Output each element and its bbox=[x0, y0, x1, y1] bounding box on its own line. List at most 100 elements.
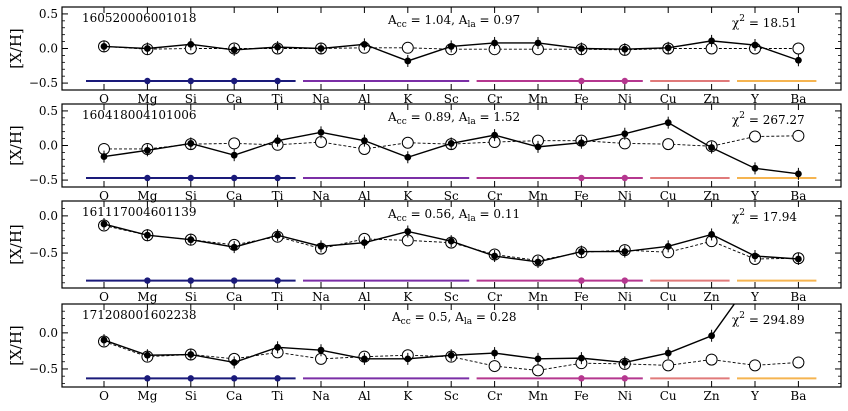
model-point-y bbox=[749, 130, 761, 143]
element-label-mg: Mg bbox=[137, 389, 157, 403]
observed-point-zn bbox=[708, 37, 715, 45]
annotation-ala-value: = 0.97 bbox=[476, 13, 520, 27]
element-label-al: Al bbox=[357, 92, 371, 106]
group-dot-ti bbox=[274, 174, 281, 182]
element-label-fe: Fe bbox=[574, 290, 589, 304]
model-point-k bbox=[401, 41, 414, 54]
element-label-al: Al bbox=[357, 290, 371, 304]
model-point-cu bbox=[662, 138, 675, 151]
element-label-zn: Zn bbox=[704, 189, 720, 203]
element-label-cr: Cr bbox=[487, 92, 502, 106]
observed-point-na bbox=[317, 45, 325, 52]
element-label-si: Si bbox=[185, 389, 197, 403]
element-label-al: Al bbox=[357, 189, 371, 203]
observed-point-y bbox=[751, 41, 759, 49]
observed-point-ba bbox=[795, 255, 802, 263]
element-label-sc: Sc bbox=[444, 389, 459, 403]
chi-chi-sup: 2 bbox=[739, 208, 745, 218]
y-axis-label: [X/H] bbox=[7, 125, 25, 166]
observed-point-ti bbox=[274, 43, 281, 51]
observed-point-mn bbox=[534, 258, 542, 266]
observed-point-cu bbox=[664, 119, 672, 127]
model-line bbox=[104, 135, 799, 150]
element-label-mn: Mn bbox=[528, 92, 548, 106]
y-axis-label: [X/H] bbox=[7, 28, 25, 69]
element-label-mn: Mn bbox=[528, 290, 548, 304]
annotation-acc-sub: cc bbox=[397, 214, 407, 224]
annotation-acc-label: A bbox=[391, 310, 401, 324]
chi-squared: χ2 = 17.94 bbox=[732, 208, 797, 224]
chi-chi-value: = 17.94 bbox=[745, 210, 797, 224]
observed-point-ni bbox=[621, 359, 629, 366]
element-label-cr: Cr bbox=[487, 290, 502, 304]
group-dot-ca bbox=[231, 77, 238, 85]
model-point-ba bbox=[792, 356, 805, 369]
chi-chi-prefix: χ bbox=[732, 313, 740, 327]
observed-point-mg bbox=[144, 231, 151, 239]
element-label-fe: Fe bbox=[574, 189, 589, 203]
observed-point-sc bbox=[447, 43, 455, 50]
observed-point-al bbox=[361, 239, 368, 247]
group-dot-ti bbox=[274, 77, 281, 85]
element-label-o: O bbox=[99, 290, 109, 304]
element-label-y: Y bbox=[750, 92, 760, 106]
observed-point-si bbox=[187, 351, 195, 358]
panel-2: −0.5 0.0 O Mg Si Ca Ti Na Al K Sc Cr Mn Fe Ni Cu Zn Y Ba [X… bbox=[7, 200, 842, 304]
group-dot-mg bbox=[144, 375, 151, 382]
observed-line bbox=[103, 304, 736, 364]
element-label-o: O bbox=[99, 92, 109, 106]
group-dot-si bbox=[187, 174, 194, 182]
model-point-zn bbox=[705, 353, 718, 366]
chi-chi-value: = 294.89 bbox=[745, 313, 805, 327]
annotation-acc-sub: cc bbox=[397, 20, 407, 30]
annotation-ala-label: A bbox=[454, 310, 464, 324]
element-label-si: Si bbox=[185, 290, 197, 304]
observed-point-mn bbox=[534, 355, 542, 363]
annotation-acc-value: = 0.56, bbox=[407, 207, 459, 221]
observed-point-y bbox=[751, 252, 759, 260]
model-point-ca bbox=[228, 137, 241, 150]
annotation-acc-label: A bbox=[387, 207, 397, 221]
chi-chi-prefix: χ bbox=[732, 210, 740, 224]
observed-point-al bbox=[361, 355, 368, 363]
element-label-sc: Sc bbox=[444, 92, 459, 106]
observed-point-na bbox=[317, 242, 325, 250]
element-label-ca: Ca bbox=[226, 189, 242, 203]
observed-point-ca bbox=[230, 151, 238, 159]
element-label-ti: Ti bbox=[272, 389, 284, 403]
annotation-ala-value: = 0.28 bbox=[472, 310, 516, 324]
observed-point-ti bbox=[274, 137, 281, 145]
group-dot-ca bbox=[231, 277, 238, 284]
star-id: 160520006001018 bbox=[82, 11, 197, 25]
annotation-acc-sub: cc bbox=[397, 117, 407, 127]
observed-point-zn bbox=[708, 144, 715, 151]
element-label-k: K bbox=[403, 189, 413, 203]
group-dot-fe bbox=[578, 375, 585, 382]
element-label-ba: Ba bbox=[790, 389, 806, 403]
element-label-sc: Sc bbox=[444, 290, 459, 304]
element-label-ni: Ni bbox=[618, 389, 633, 403]
chi-chi-sup: 2 bbox=[739, 111, 745, 121]
chi-chi-sup: 2 bbox=[739, 14, 745, 24]
element-label-si: Si bbox=[185, 189, 197, 203]
observed-point-mg bbox=[144, 351, 151, 359]
element-label-cu: Cu bbox=[660, 92, 677, 106]
group-dot-fe bbox=[578, 77, 585, 85]
group-dot-fe bbox=[578, 277, 585, 284]
observed-point-cr bbox=[491, 131, 498, 139]
element-label-fe: Fe bbox=[574, 389, 589, 403]
element-label-cu: Cu bbox=[660, 290, 677, 304]
observed-point-cu bbox=[664, 349, 672, 357]
observed-point-cu bbox=[664, 44, 672, 52]
observed-point-fe bbox=[578, 139, 585, 147]
element-label-ba: Ba bbox=[790, 290, 806, 304]
annotation-ala-value: = 1.52 bbox=[476, 110, 520, 124]
observed-point-cr bbox=[491, 349, 498, 357]
observed-point-si bbox=[187, 140, 195, 147]
y-tick-label: −0.5 bbox=[29, 362, 58, 376]
element-label-mg: Mg bbox=[137, 189, 157, 203]
y-tick-label: 0.0 bbox=[39, 139, 58, 153]
observed-point-mg bbox=[144, 146, 151, 154]
observed-point-cu bbox=[664, 242, 672, 250]
y-axis-label: [X/H] bbox=[7, 325, 25, 366]
